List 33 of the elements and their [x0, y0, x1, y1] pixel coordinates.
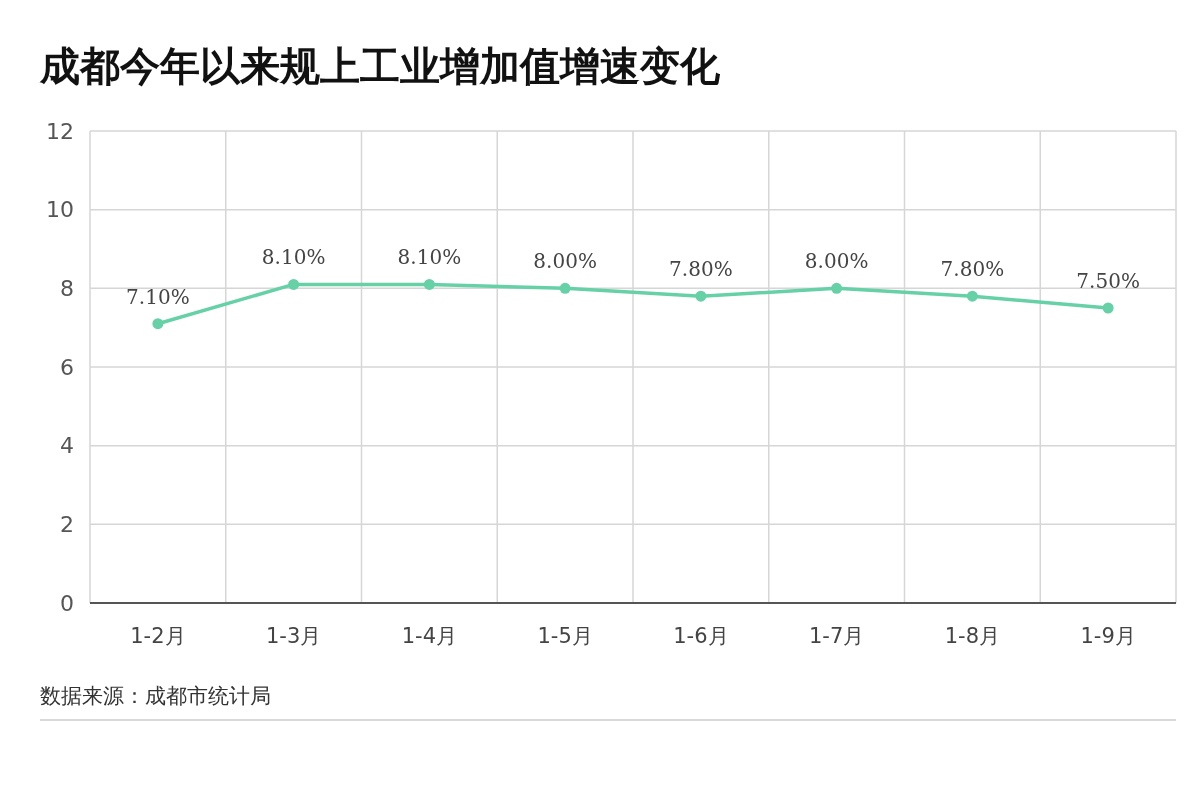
data-label: 8.00%	[533, 249, 597, 274]
y-tick-label: 4	[60, 433, 74, 459]
x-tick-label: 1-6月	[673, 624, 729, 648]
data-label: 8.00%	[804, 249, 869, 274]
point	[559, 282, 571, 294]
x-tick-label: 1-4月	[401, 624, 458, 648]
point	[695, 290, 707, 302]
x-tick-label: 1-5月	[537, 624, 593, 648]
x-tick-label: 1-9月	[1080, 624, 1136, 648]
y-tick-label: 10	[46, 197, 74, 223]
x-tick-label: 1-2月	[130, 624, 186, 648]
y-tick-label: 6	[60, 354, 74, 380]
point	[831, 282, 843, 294]
x-tick-label: 1-3月	[265, 624, 322, 648]
x-tick-label: 1-7月	[808, 624, 865, 648]
y-tick-label: 8	[60, 276, 74, 302]
source-note: 数据来源：成都市统计局	[40, 684, 271, 708]
point	[966, 290, 978, 302]
data-label: 8.10%	[397, 245, 462, 270]
y-tick-label: 0	[60, 590, 74, 616]
y-tick-label: 12	[46, 118, 74, 144]
point	[288, 278, 300, 290]
x-tick-label: 1-8月	[944, 624, 1001, 648]
data-label: 7.80%	[940, 257, 1005, 282]
data-label: 8.10%	[261, 245, 326, 270]
chart-title: 成都今年以来规上工业增加值增速变化	[39, 43, 721, 89]
data-label: 7.10%	[126, 284, 190, 309]
point	[423, 278, 435, 290]
data-label: 7.80%	[669, 257, 733, 282]
point	[152, 318, 164, 330]
point	[1102, 302, 1114, 314]
data-label: 7.50%	[1076, 269, 1140, 293]
y-tick-label: 2	[60, 512, 74, 538]
